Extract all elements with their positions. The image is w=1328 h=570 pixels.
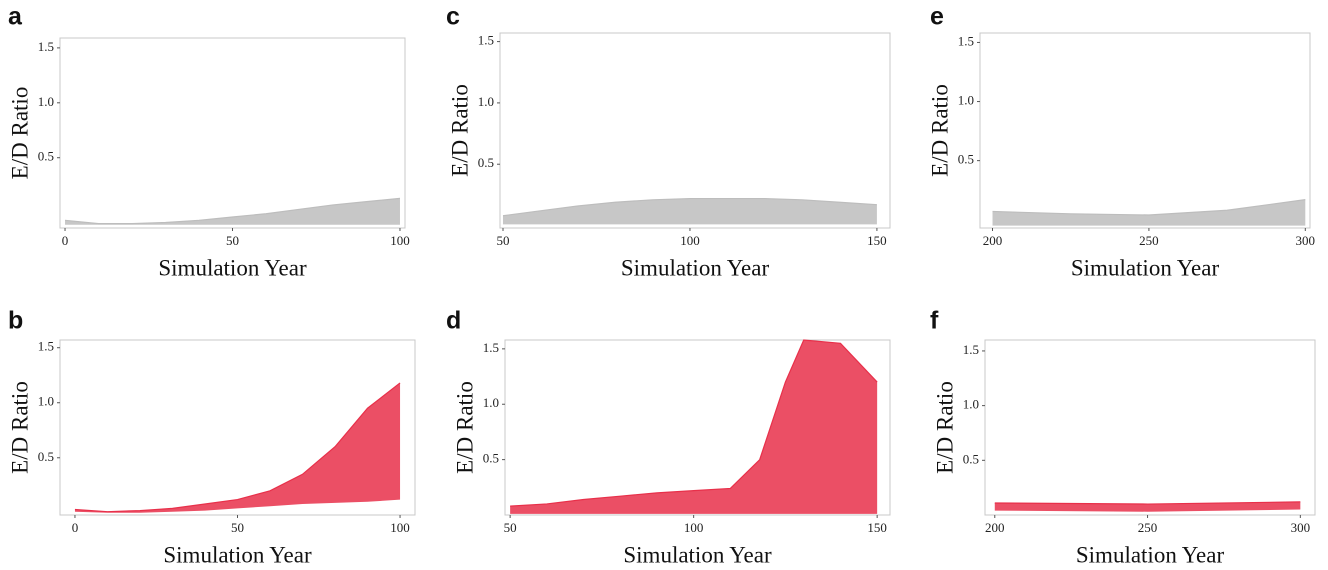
plot-frame	[984, 339, 1316, 516]
panel-label: c	[446, 3, 460, 31]
y-tick-label: 0.5	[958, 152, 974, 167]
y-axis-label: E/D Ratio	[7, 381, 32, 474]
x-tick-label: 150	[867, 233, 887, 248]
x-tick-label: 0	[72, 520, 79, 535]
x-tick-label: 150	[867, 520, 887, 535]
band-area	[502, 198, 877, 225]
x-tick-label: 100	[390, 520, 410, 535]
y-axis-label: E/D Ratio	[452, 381, 477, 474]
y-tick-label: 1.5	[478, 33, 494, 48]
x-tick-label: 100	[680, 233, 700, 248]
x-tick-label: 100	[684, 520, 704, 535]
y-tick-label: 0.5	[38, 449, 54, 464]
y-axis-label: E/D Ratio	[447, 84, 472, 177]
x-axis-label: Simulation Year	[623, 542, 772, 567]
x-axis-label: Simulation Year	[158, 255, 307, 280]
plot-frame	[499, 32, 891, 229]
band-area	[992, 199, 1306, 226]
y-tick-label: 1.0	[963, 397, 979, 412]
x-tick-label: 200	[985, 520, 1005, 535]
x-tick-label: 200	[983, 233, 1003, 248]
plot-frame	[979, 32, 1311, 229]
plot-frame	[504, 339, 891, 516]
x-axis-label: Simulation Year	[621, 255, 770, 280]
panel-label: b	[8, 307, 23, 335]
band-upper-line	[64, 197, 401, 225]
y-tick-label: 1.0	[958, 93, 974, 108]
band-area	[65, 198, 400, 225]
y-tick-label: 1.0	[478, 94, 494, 109]
x-tick-label: 50	[231, 520, 244, 535]
y-axis-label: E/D Ratio	[932, 381, 957, 474]
y-tick-label: 1.5	[963, 342, 979, 357]
y-tick-label: 1.5	[483, 340, 499, 355]
x-tick-label: 250	[1138, 520, 1158, 535]
band-area	[74, 382, 401, 513]
x-axis-label: Simulation Year	[1076, 542, 1225, 567]
band-upper-line	[994, 501, 1301, 505]
x-axis-label: Simulation Year	[163, 542, 312, 567]
y-tick-label: 1.0	[38, 94, 54, 109]
x-tick-label: 250	[1139, 233, 1159, 248]
y-tick-label: 0.5	[963, 451, 979, 466]
panel-label: f	[930, 307, 939, 335]
x-tick-label: 100	[390, 233, 410, 248]
panel-label: e	[930, 3, 944, 31]
x-tick-label: 50	[226, 233, 239, 248]
x-tick-label: 50	[504, 520, 517, 535]
band-upper-line	[74, 382, 401, 513]
x-tick-label: 300	[1291, 520, 1311, 535]
x-tick-label: 50	[496, 233, 509, 248]
band-upper-line	[502, 197, 877, 217]
band-area	[994, 501, 1301, 512]
y-axis-label: E/D Ratio	[7, 87, 32, 180]
y-tick-label: 0.5	[478, 155, 494, 170]
y-tick-label: 0.5	[38, 149, 54, 164]
x-axis-label: Simulation Year	[1071, 255, 1220, 280]
y-tick-label: 0.5	[483, 451, 499, 466]
plot-frame	[59, 37, 406, 229]
y-tick-label: 1.5	[38, 339, 54, 354]
y-tick-label: 1.0	[483, 395, 499, 410]
y-axis-label: E/D Ratio	[927, 84, 952, 177]
x-tick-label: 0	[62, 233, 69, 248]
band-area	[510, 340, 878, 514]
y-tick-label: 1.5	[958, 33, 974, 48]
x-tick-label: 300	[1296, 233, 1316, 248]
y-tick-label: 1.5	[38, 39, 54, 54]
band-upper-line	[992, 199, 1306, 216]
panel-label: a	[8, 3, 23, 31]
panel-label: d	[446, 307, 461, 335]
band-upper-line	[510, 339, 878, 507]
y-tick-label: 1.0	[38, 394, 54, 409]
